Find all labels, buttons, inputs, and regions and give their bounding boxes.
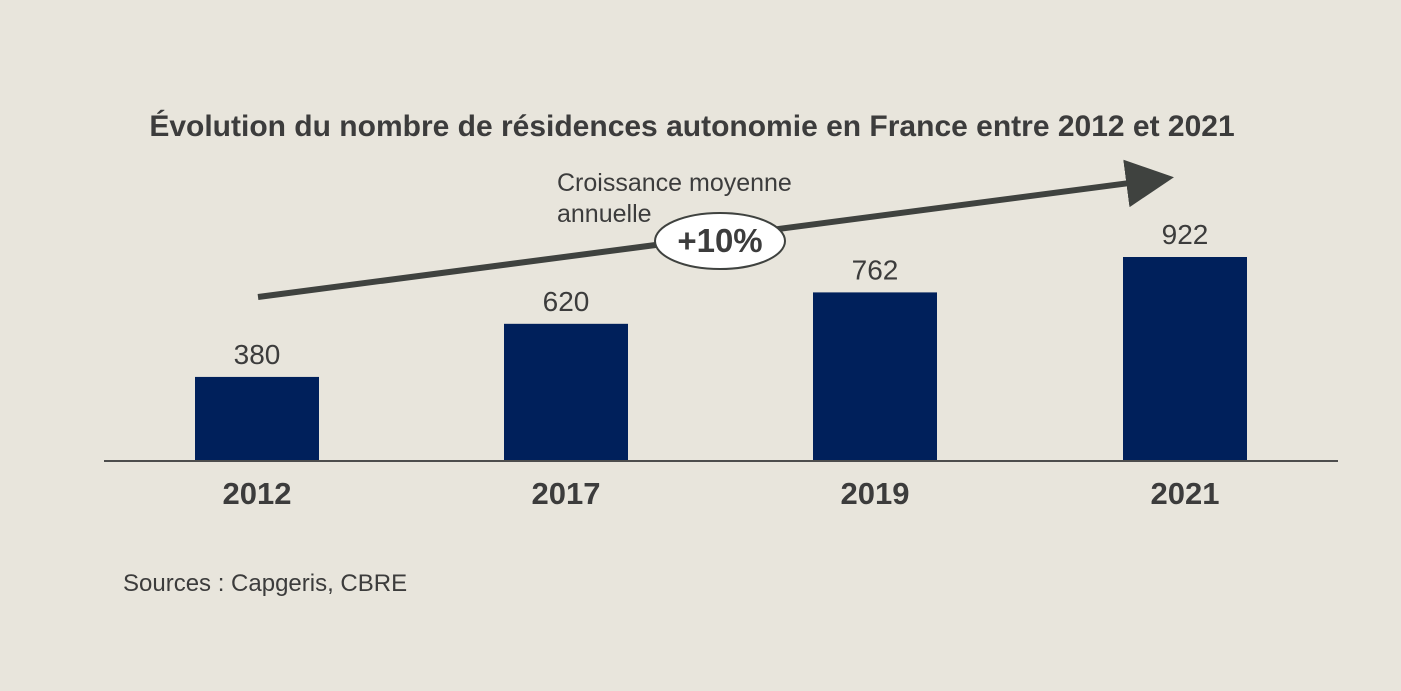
tick-labels-group: 2012 2017 2019 2021 — [223, 476, 1220, 511]
bar-2012 — [195, 376, 319, 461]
x-tick-label-2017: 2017 — [532, 476, 601, 511]
growth-value-label: +10% — [677, 222, 762, 259]
data-labels-group: 380 620 762 922 — [234, 219, 1209, 370]
data-label-2019: 762 — [852, 254, 899, 285]
data-label-2012: 380 — [234, 339, 281, 370]
bars-group — [195, 257, 1247, 461]
x-tick-label-2019: 2019 — [841, 476, 910, 511]
bar-2021 — [1123, 257, 1247, 461]
annotation-line2: annuelle — [557, 200, 652, 228]
source-text: Sources : Capgeris, CBRE — [123, 570, 407, 597]
growth-ellipse — [654, 212, 786, 270]
bar-2017 — [504, 323, 628, 461]
annotation-line1: Croissance moyenne — [557, 169, 792, 197]
x-tick-label-2012: 2012 — [223, 476, 292, 511]
chart-title: Évolution du nombre de résidences autono… — [149, 109, 1234, 143]
x-tick-label-2021: 2021 — [1151, 476, 1220, 511]
data-label-2021: 922 — [1162, 219, 1209, 250]
data-label-2017: 620 — [543, 286, 590, 317]
bar-2019 — [813, 292, 937, 461]
